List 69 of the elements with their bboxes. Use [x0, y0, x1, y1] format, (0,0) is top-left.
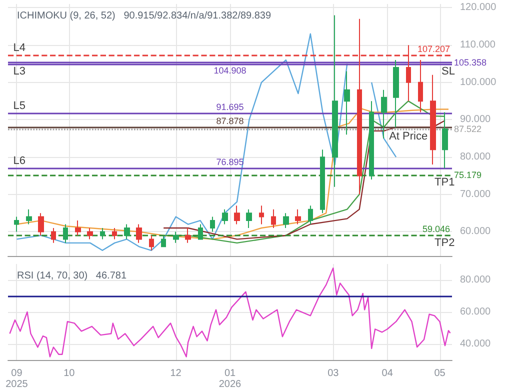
text: RSI (14, 70, 30) 46.781 [17, 270, 127, 282]
candlestick [112, 228, 117, 240]
candlestick [271, 208, 276, 228]
y-tick-label: 90.000 [460, 114, 492, 126]
annotation: TP1 [434, 176, 455, 189]
candlestick [210, 216, 215, 232]
candlestick [308, 205, 313, 225]
x-tick-label: 04 [382, 368, 394, 379]
ref-line-label: 104.908 [214, 66, 246, 76]
candlestick [393, 60, 399, 128]
ref-line-label: 87.522 [454, 124, 482, 134]
candlestick [295, 208, 301, 225]
ref-line-label: 75.179 [454, 170, 482, 180]
y-tick-label: 40.000 [460, 338, 492, 350]
candlestick [26, 208, 32, 225]
candlestick [100, 228, 105, 240]
y-tick-label: 100.000 [460, 76, 497, 88]
text: ICHIMOKU (9, 26, 52) 90.915/92.834/n/a/91.382/89.839 [17, 10, 272, 22]
candlestick [430, 74, 436, 166]
candlestick [14, 216, 19, 232]
y-tick-label: 60.000 [460, 226, 492, 238]
candlestick [381, 89, 387, 139]
ref-line-label: 87.878 [216, 116, 244, 126]
y-tick-label: 80.000 [460, 274, 492, 286]
candlestick [173, 231, 179, 244]
ref-line-label: 105.358 [454, 57, 487, 68]
candlestick [87, 228, 93, 240]
annotation: SL [442, 66, 455, 78]
candlestick [369, 100, 374, 180]
candlestick [344, 70, 350, 136]
candlestick [418, 60, 423, 113]
y-tick-label: 60.000 [460, 306, 492, 318]
candlestick [222, 208, 228, 225]
x-tick-label: 09 2025 [6, 368, 28, 390]
candlestick [442, 112, 448, 169]
candlestick [320, 149, 325, 214]
x-tick-label: 10 [64, 368, 76, 379]
candlestick [246, 208, 252, 228]
candlestick [161, 234, 166, 248]
candlestick [38, 212, 44, 236]
y-tick-label: 70.000 [460, 188, 492, 200]
ref-line-label: 59.046 [422, 224, 450, 234]
annotation: L6 [13, 155, 26, 168]
candlestick [136, 224, 142, 244]
annotation: L5 [13, 100, 26, 112]
candlestick [259, 205, 264, 225]
annotation: At Price [389, 130, 428, 142]
candlestick [51, 228, 56, 244]
annotation: L3 [13, 66, 26, 78]
y-tick-label: 80.000 [460, 152, 492, 163]
candlestick [63, 224, 68, 244]
candlestick [124, 224, 130, 240]
ref-line-label: 107.207 [417, 44, 450, 54]
annotation: TP2 [434, 236, 455, 249]
candlestick [185, 228, 191, 244]
candlestick [75, 220, 81, 236]
y-tick-label: 110.000 [460, 40, 496, 51]
candlestick [149, 234, 154, 251]
candlestick [198, 224, 203, 240]
ref-line-label: 91.695 [216, 102, 244, 112]
y-tick-label: 120.000 [460, 2, 497, 14]
x-tick-label: 12 [170, 368, 182, 379]
annotation: L4 [13, 42, 26, 54]
x-tick-label: 05 [434, 368, 446, 379]
x-tick-label: 03 [328, 368, 340, 379]
x-tick-label: 01 2026 [218, 368, 242, 390]
line-series [9, 268, 451, 358]
candlestick [283, 212, 289, 228]
candlestick [234, 205, 240, 225]
